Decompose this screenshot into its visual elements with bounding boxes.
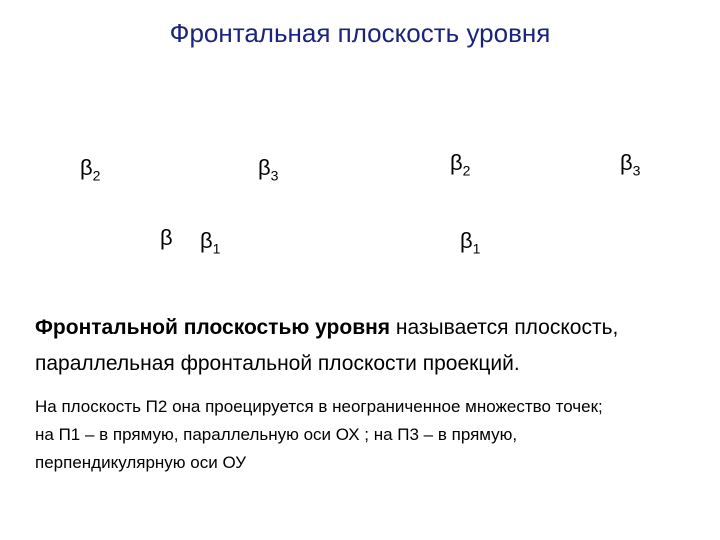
beta3-right-label: β3 [620,150,640,178]
main-statement: Фронтальной плоскостью уровня называется… [35,310,685,381]
beta3-left-label: β3 [258,155,278,183]
beta1-right-label: β1 [460,228,480,256]
sub3: перпендикулярную оси ОУ [35,453,246,472]
statement-rest-1: называется плоскость, [390,316,618,339]
statement-rest-2: параллельная фронтальной плоскости проек… [35,352,520,375]
sub-statement: На плоскость П2 она проецируется в неогр… [35,393,685,477]
beta2-left-label: β2 [80,155,100,183]
page-title: Фронтальная плоскость уровня [0,0,720,49]
beta1-left-label: β1 [200,228,220,256]
statement-bold: Фронтальной плоскостью уровня [35,316,390,339]
text-block: Фронтальной плоскостью уровня называется… [35,310,685,478]
sub2: на П1 – в прямую, параллельную оси ОХ ; … [35,425,517,444]
beta-label: β [160,225,173,251]
beta2-right-label: β2 [450,150,470,178]
sub1: На плоскость П2 она проецируется в неогр… [35,397,603,416]
diagram-area: β2 β3 β2 β3 β β1 β1 [0,155,720,275]
